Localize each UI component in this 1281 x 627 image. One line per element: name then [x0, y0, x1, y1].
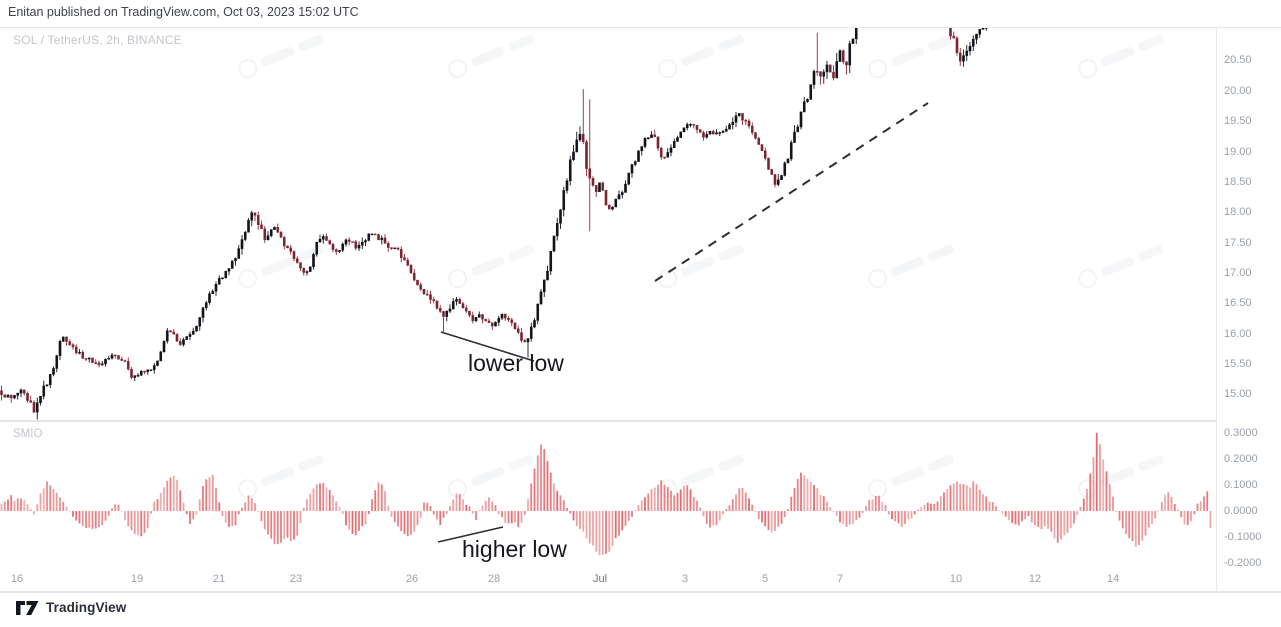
price-axis-label: 15.00: [1224, 388, 1252, 400]
price-axis-label: 16.00: [1224, 328, 1252, 340]
price-axis-label: 20.00: [1224, 85, 1252, 97]
time-axis-label: 28: [487, 573, 501, 585]
histogram-layer: [0, 432, 1212, 556]
time-axis-label: 10: [949, 573, 963, 585]
price-axis-label: 19.50: [1224, 115, 1252, 127]
price-axis-label: 18.00: [1224, 206, 1252, 218]
tradingview-logo[interactable]: TradingView: [16, 600, 126, 615]
brand-text: TradingView: [46, 600, 127, 615]
time-axis-label: 7: [836, 573, 844, 585]
chart-top-border: [0, 27, 1281, 28]
time-axis-label: 14: [1106, 573, 1120, 585]
price-axis-label: 17.50: [1224, 237, 1252, 249]
indicator-axis-label: -0.1000: [1224, 531, 1262, 543]
time-axis-label: Jul: [592, 573, 608, 585]
time-axis-label: 16: [10, 573, 24, 585]
time-axis-label: 19: [130, 573, 144, 585]
price-axis-label: 18.50: [1224, 176, 1252, 188]
price-axis-label: 16.50: [1224, 297, 1252, 309]
time-axis-label: 21: [212, 573, 226, 585]
annotation-higher-low: higher low: [462, 536, 567, 562]
time-axis-label: 5: [761, 573, 769, 585]
pane-separator: [0, 420, 1281, 422]
time-axis-label: 23: [289, 573, 303, 585]
indicator-axis-label: 0.3000: [1224, 427, 1258, 439]
price-axis-label: 19.00: [1224, 146, 1252, 158]
indicator-axis-label: -0.2000: [1224, 557, 1262, 569]
tradingview-logo-icon: [16, 600, 39, 615]
chart-bottom-border: [0, 591, 1281, 593]
annotation-lower-low: lower low: [468, 350, 564, 376]
time-axis-label: 26: [405, 573, 419, 585]
price-axis-label: 15.50: [1224, 358, 1252, 370]
price-axis-label: 20.50: [1224, 54, 1252, 66]
price-axis[interactable]: 20.50 20.00 19.50 19.00 18.50 18.00 17.50 17.00…: [1216, 28, 1281, 591]
main-chart-canvas[interactable]: [0, 28, 1216, 421]
time-axis-label: 12: [1028, 573, 1042, 585]
indicator-axis-label: 0.1000: [1224, 479, 1258, 491]
chart-legend: SOL / TetherUS, 2h, BINANCE: [13, 33, 182, 47]
time-axis[interactable]: 16 19 21 23 26 28 Jul 3 5 7 10 12 14: [0, 570, 1216, 591]
axis-border: [1216, 28, 1217, 591]
indicator-axis-label: 0.0000: [1224, 505, 1258, 517]
indicator-axis-label: 0.2000: [1224, 453, 1258, 465]
indicator-label: SMIO: [13, 428, 43, 440]
attribution-text: Enitan published on TradingView.com, Oct…: [8, 5, 359, 19]
candles-layer: [0, 28, 988, 420]
price-axis-label: 17.00: [1224, 267, 1252, 279]
time-axis-label: 3: [681, 573, 689, 585]
indicator-canvas[interactable]: [0, 422, 1216, 585]
